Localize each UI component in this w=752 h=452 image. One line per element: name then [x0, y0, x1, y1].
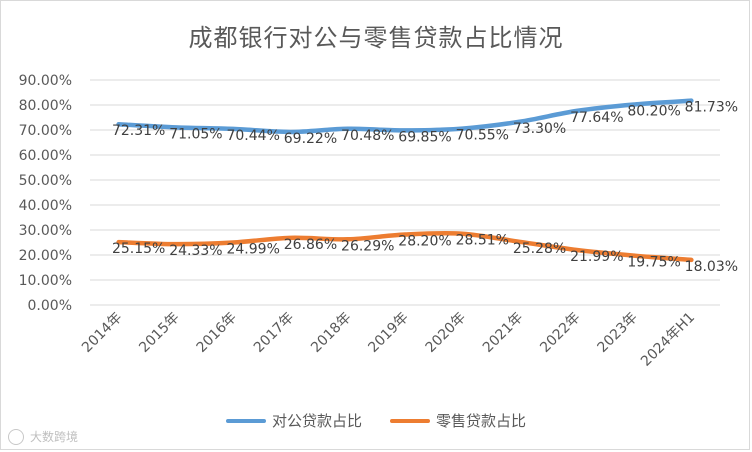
x-tick-label: 2020年: [423, 310, 469, 356]
x-tick-label: 2014年: [79, 310, 125, 356]
data-label: 26.29%: [341, 238, 394, 254]
y-axis-ticks: 0.00% 10.00% 20.00% 30.00% 40.00% 50.00% 60.00…: [19, 73, 72, 314]
data-label: 26.86%: [284, 237, 337, 253]
data-label: 28.20%: [398, 234, 451, 250]
y-tick-label: 40.00%: [19, 198, 72, 214]
data-label: 28.51%: [456, 233, 509, 249]
data-label: 21.99%: [570, 249, 623, 265]
legend-item-retail: 零售贷款占比: [390, 410, 526, 431]
y-tick-label: 70.00%: [19, 123, 72, 139]
data-label: 69.85%: [398, 129, 451, 145]
legend-item-corporate: 对公贷款占比: [225, 410, 362, 431]
y-tick-label: 0.00%: [28, 298, 72, 314]
data-label: 77.64%: [570, 110, 623, 126]
data-label: 71.05%: [169, 126, 222, 142]
data-label: 70.55%: [456, 128, 509, 144]
x-tick-label: 2016年: [194, 310, 240, 356]
legend-swatch-retail: [390, 418, 430, 423]
x-tick-label: 2021年: [480, 310, 526, 356]
data-label: 72.31%: [112, 123, 165, 139]
series-line-retail: [116, 230, 694, 263]
y-tick-label: 60.00%: [19, 148, 72, 164]
chart-title: 成都银行对公与零售贷款占比情况: [188, 24, 564, 52]
x-tick-label: 2015年: [136, 310, 182, 356]
x-tick-label: 2018年: [308, 310, 354, 356]
legend-swatch-corporate: [225, 418, 266, 423]
data-label: 19.75%: [627, 255, 680, 271]
x-axis-ticks: 2014年 2015年 2016年 2017年 2018年 2019年 2020年 2021年…: [79, 310, 698, 370]
gridlines: [90, 79, 720, 306]
y-tick-label: 30.00%: [19, 223, 72, 239]
y-tick-label: 20.00%: [19, 248, 72, 264]
legend-label-retail: 零售贷款占比: [436, 412, 527, 430]
x-tick-label: 2022年: [537, 310, 583, 356]
watermark: 大数跨境: [8, 428, 78, 445]
data-labels: 72.31% 71.05% 70.44% 69.22% 70.48% 69.85% 70.5…: [112, 100, 738, 275]
watermark-logo-icon: [8, 428, 24, 445]
legend-label-corporate: 对公贷款占比: [271, 412, 362, 430]
data-label: 81.73%: [685, 100, 738, 116]
data-label: 69.22%: [284, 131, 337, 147]
data-label: 70.44%: [226, 128, 279, 144]
series-lines: [116, 98, 694, 263]
data-label: 70.48%: [341, 128, 394, 144]
y-tick-label: 90.00%: [19, 73, 72, 89]
x-tick-label: 2024年H1: [638, 310, 698, 370]
data-label: 80.20%: [627, 104, 680, 120]
data-label: 24.99%: [226, 242, 279, 258]
legend: 对公贷款占比 零售贷款占比: [0, 410, 752, 431]
y-tick-label: 80.00%: [19, 98, 72, 114]
data-label: 24.33%: [169, 243, 222, 259]
data-label: 25.15%: [112, 241, 165, 257]
x-tick-label: 2023年: [595, 310, 641, 356]
data-label: 25.28%: [513, 241, 566, 257]
data-label: 18.03%: [685, 259, 738, 275]
series-line-corporate: [116, 98, 694, 135]
data-label: 73.30%: [513, 121, 566, 137]
y-tick-label: 50.00%: [19, 173, 72, 189]
x-tick-label: 2017年: [251, 310, 297, 356]
watermark-text: 大数跨境: [30, 430, 79, 444]
x-tick-label: 2019年: [365, 310, 411, 356]
y-tick-label: 10.00%: [19, 273, 72, 289]
